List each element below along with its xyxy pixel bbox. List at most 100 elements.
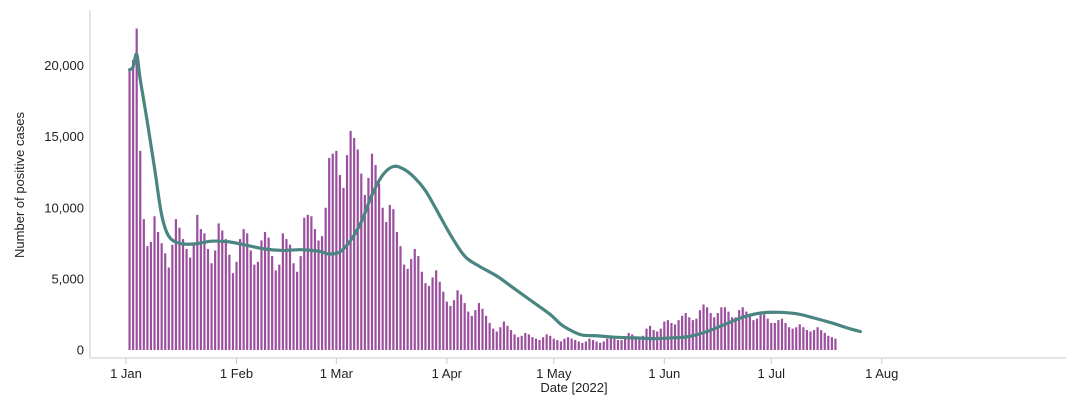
bar bbox=[684, 313, 687, 350]
bar bbox=[235, 261, 238, 350]
bar bbox=[174, 219, 178, 350]
bar bbox=[360, 173, 363, 350]
bar bbox=[763, 314, 766, 350]
bar bbox=[203, 233, 206, 350]
bar bbox=[317, 240, 320, 350]
x-axis-title: Date [2022] bbox=[540, 380, 607, 395]
bar bbox=[581, 342, 584, 350]
bar bbox=[748, 315, 751, 350]
bar bbox=[467, 311, 470, 350]
bar bbox=[171, 244, 174, 350]
bar bbox=[816, 327, 819, 350]
bar bbox=[378, 183, 381, 350]
bar bbox=[292, 263, 295, 350]
x-tick-label: 1 Jun bbox=[648, 366, 680, 381]
bar bbox=[738, 310, 741, 350]
bar bbox=[613, 338, 616, 350]
bar bbox=[260, 240, 263, 350]
x-tick-label: 1 Apr bbox=[432, 366, 463, 381]
bar bbox=[656, 331, 659, 350]
bar bbox=[367, 177, 370, 350]
bar bbox=[296, 271, 299, 350]
bar bbox=[374, 165, 377, 350]
bar bbox=[335, 150, 338, 350]
bar bbox=[342, 187, 345, 350]
bar bbox=[206, 249, 210, 350]
bar bbox=[228, 254, 231, 350]
bar bbox=[688, 317, 691, 350]
bar bbox=[146, 246, 149, 350]
bar bbox=[773, 322, 776, 350]
bar bbox=[392, 209, 395, 350]
bar bbox=[224, 239, 227, 350]
bar bbox=[452, 300, 456, 350]
bar bbox=[492, 328, 495, 350]
bar bbox=[777, 320, 780, 350]
bar bbox=[320, 236, 324, 350]
bar bbox=[164, 253, 167, 350]
bar bbox=[809, 331, 812, 350]
bar bbox=[135, 28, 138, 350]
bar bbox=[616, 340, 620, 350]
bar bbox=[698, 310, 702, 350]
bar bbox=[499, 327, 502, 350]
bar bbox=[591, 340, 595, 350]
bar bbox=[399, 246, 402, 350]
bar bbox=[663, 321, 666, 350]
bar bbox=[595, 341, 598, 350]
bar bbox=[506, 325, 509, 350]
y-tick-label: 20,000 bbox=[44, 58, 84, 73]
bar bbox=[417, 256, 420, 350]
bar bbox=[242, 229, 245, 350]
bar bbox=[345, 155, 349, 350]
bar bbox=[527, 334, 530, 350]
bar bbox=[520, 335, 523, 350]
bar bbox=[812, 330, 816, 350]
bar bbox=[513, 334, 516, 350]
bar bbox=[246, 233, 249, 350]
bar bbox=[577, 341, 580, 350]
x-tick-label: 1 Jan bbox=[110, 366, 142, 381]
bar bbox=[727, 311, 730, 350]
bar bbox=[381, 207, 384, 350]
bar bbox=[706, 307, 709, 350]
bar bbox=[435, 270, 438, 350]
bar bbox=[353, 138, 356, 350]
bar bbox=[805, 330, 809, 350]
bar bbox=[780, 318, 784, 350]
bar bbox=[784, 322, 787, 350]
bar bbox=[795, 327, 798, 350]
bar bbox=[189, 257, 192, 350]
bar bbox=[238, 239, 242, 350]
bar bbox=[449, 305, 452, 350]
bar-series bbox=[128, 28, 837, 351]
bar bbox=[830, 337, 833, 350]
bar bbox=[588, 338, 591, 350]
bar bbox=[363, 194, 366, 350]
bar bbox=[153, 216, 156, 350]
x-tick-label: 1 Aug bbox=[865, 366, 898, 381]
bar bbox=[370, 153, 374, 350]
bar bbox=[720, 307, 723, 350]
x-tick-label: 1 Mar bbox=[320, 366, 354, 381]
bar bbox=[267, 237, 270, 350]
bar bbox=[770, 322, 773, 350]
bar bbox=[566, 337, 570, 350]
bar bbox=[574, 340, 577, 350]
bar bbox=[167, 267, 170, 350]
bar bbox=[545, 334, 548, 350]
bar bbox=[438, 281, 441, 350]
bar bbox=[524, 332, 527, 350]
y-tick-label: 10,000 bbox=[44, 200, 84, 215]
bar bbox=[730, 317, 734, 350]
bar bbox=[624, 337, 627, 350]
bar bbox=[442, 291, 445, 350]
bar bbox=[634, 337, 637, 350]
bar bbox=[484, 315, 488, 350]
bar bbox=[431, 277, 434, 350]
y-axis-ticks: 0 5,000 10,000 15,000 20,000 bbox=[44, 58, 84, 358]
bar bbox=[755, 318, 759, 350]
bar bbox=[463, 303, 466, 350]
bar bbox=[759, 313, 762, 350]
bar bbox=[324, 207, 327, 350]
